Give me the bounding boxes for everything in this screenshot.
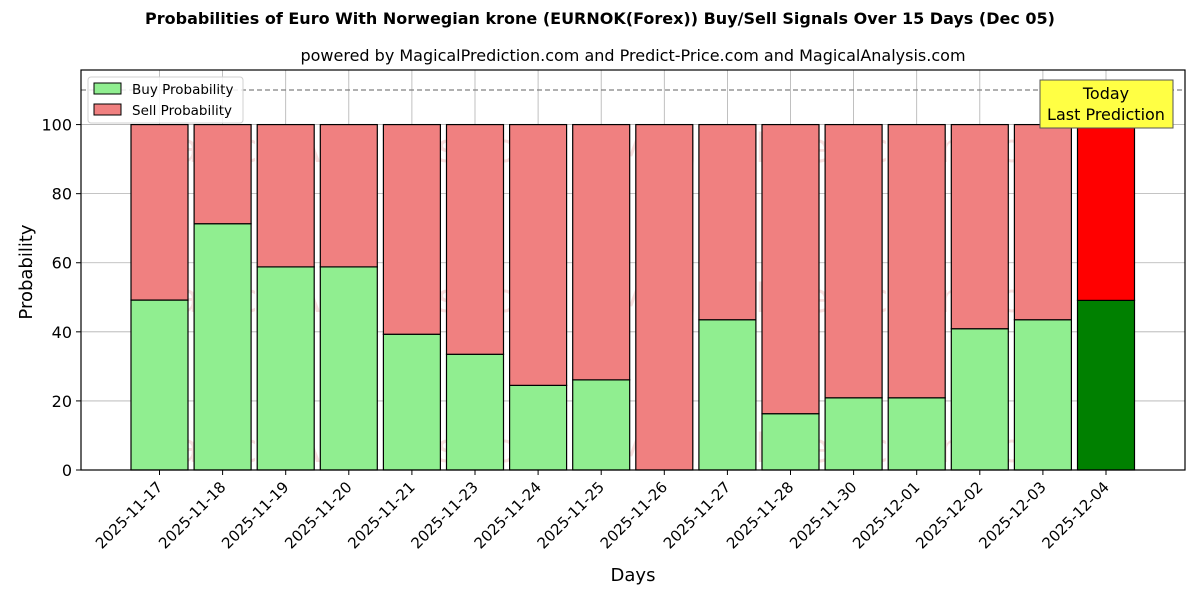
plot-frame bbox=[80, 69, 1186, 471]
sell-bar bbox=[509, 123, 568, 386]
legend-box bbox=[87, 76, 244, 124]
sell-bar bbox=[761, 123, 820, 415]
sell-bar bbox=[1076, 123, 1136, 301]
x-axis-label: Days bbox=[611, 565, 656, 586]
bar-group-2025-11-19 bbox=[256, 123, 315, 471]
bar-group-2025-11-20 bbox=[319, 123, 378, 471]
bar-group-2025-11-30 bbox=[824, 123, 883, 471]
x-tick-label: 2025-11-19 bbox=[218, 478, 292, 552]
buy-bar bbox=[509, 384, 568, 471]
x-tick-label: 2025-11-27 bbox=[660, 478, 734, 552]
sell-bar bbox=[887, 123, 946, 399]
buy-bar bbox=[445, 353, 505, 471]
x-tick-label: 2025-11-28 bbox=[723, 478, 797, 552]
annotation-box bbox=[1039, 79, 1174, 129]
buy-bar bbox=[130, 299, 189, 471]
bar-group-2025-12-02 bbox=[950, 123, 1009, 471]
buy-bar bbox=[193, 223, 252, 471]
legend: Buy Probability Sell Probability bbox=[87, 76, 244, 124]
sell-bar bbox=[445, 123, 505, 355]
buy-bar bbox=[824, 397, 883, 471]
x-tick-label: 2025-11-30 bbox=[786, 478, 860, 552]
buy-bar bbox=[572, 379, 631, 471]
y-tick-label: 60 bbox=[52, 254, 72, 273]
bar-group-2025-11-23 bbox=[445, 123, 505, 471]
y-axis-label: Probability bbox=[16, 224, 37, 319]
legend-label-buy: Buy Probability bbox=[132, 82, 233, 98]
sell-bar bbox=[1013, 123, 1073, 321]
legend-swatch-buy bbox=[93, 82, 122, 95]
x-axis: 2025-11-172025-11-182025-11-192025-11-20… bbox=[92, 470, 1113, 552]
sell-bar bbox=[698, 123, 757, 321]
y-tick-label: 20 bbox=[52, 392, 72, 411]
x-tick-label: 2025-12-04 bbox=[1038, 478, 1112, 552]
x-tick-label: 2025-11-23 bbox=[407, 478, 481, 552]
bar-group-2025-12-01 bbox=[887, 123, 946, 471]
sell-bar bbox=[635, 123, 694, 471]
bar-group-2025-11-28 bbox=[761, 123, 820, 471]
bar-group-2025-11-25 bbox=[572, 123, 631, 471]
x-tick-label: 2025-11-24 bbox=[471, 478, 545, 552]
bar-group-2025-11-18 bbox=[193, 123, 252, 471]
annotation-line2: Last Prediction bbox=[1047, 105, 1165, 124]
sell-bar bbox=[256, 123, 315, 268]
buy-bar bbox=[319, 266, 378, 471]
y-tick-label: 100 bbox=[41, 116, 72, 135]
x-tick-label: 2025-11-20 bbox=[281, 478, 355, 552]
buy-bar bbox=[950, 328, 1009, 471]
sell-bar bbox=[382, 123, 441, 335]
sell-bar bbox=[319, 123, 378, 268]
bar-group-2025-12-03 bbox=[1013, 123, 1073, 471]
bar-group-2025-11-27 bbox=[698, 123, 757, 471]
buy-bar bbox=[887, 397, 946, 471]
sell-bar bbox=[193, 123, 252, 225]
bar-group-2025-11-26 bbox=[635, 123, 694, 471]
legend-label-sell: Sell Probability bbox=[132, 103, 232, 119]
bar-group-2025-11-21 bbox=[382, 123, 441, 471]
buy-bar bbox=[698, 319, 757, 471]
sell-bar bbox=[130, 123, 189, 301]
chart-title: Probabilities of Euro With Norwegian kro… bbox=[145, 9, 1055, 28]
x-tick-label: 2025-11-26 bbox=[597, 478, 671, 552]
legend-swatch-sell bbox=[93, 103, 122, 116]
x-tick-label: 2025-11-21 bbox=[344, 478, 418, 552]
bars bbox=[130, 123, 1136, 471]
today-annotation: Today Last Prediction bbox=[1039, 79, 1174, 129]
x-tick-label: 2025-12-01 bbox=[849, 478, 923, 552]
bar-group-2025-12-04 bbox=[1076, 123, 1136, 471]
sell-bar bbox=[824, 123, 883, 399]
bar-group-2025-11-17 bbox=[130, 123, 189, 471]
x-tick-label: 2025-12-03 bbox=[975, 478, 1049, 552]
buy-bar bbox=[761, 413, 820, 471]
x-tick-label: 2025-11-18 bbox=[155, 478, 229, 552]
y-tick-label: 0 bbox=[62, 461, 72, 480]
y-tick-label: 40 bbox=[52, 323, 72, 342]
y-tick-label: 80 bbox=[52, 185, 72, 204]
buy-bar bbox=[1076, 299, 1136, 471]
sell-bar bbox=[950, 123, 1009, 330]
buy-bar bbox=[256, 266, 315, 471]
y-axis: 0 20 40 60 80 100 bbox=[41, 116, 81, 480]
sell-bar bbox=[572, 123, 631, 381]
buy-bar bbox=[1013, 319, 1073, 471]
x-tick-label: 2025-11-25 bbox=[534, 478, 608, 552]
bar-group-2025-11-24 bbox=[509, 123, 568, 471]
annotation-line1: Today bbox=[1082, 84, 1129, 103]
x-tick-label: 2025-12-02 bbox=[912, 478, 986, 552]
buy-bar bbox=[382, 333, 441, 471]
x-tick-label: 2025-11-17 bbox=[92, 478, 166, 552]
chart-subtitle: powered by MagicalPrediction.com and Pre… bbox=[300, 46, 966, 65]
